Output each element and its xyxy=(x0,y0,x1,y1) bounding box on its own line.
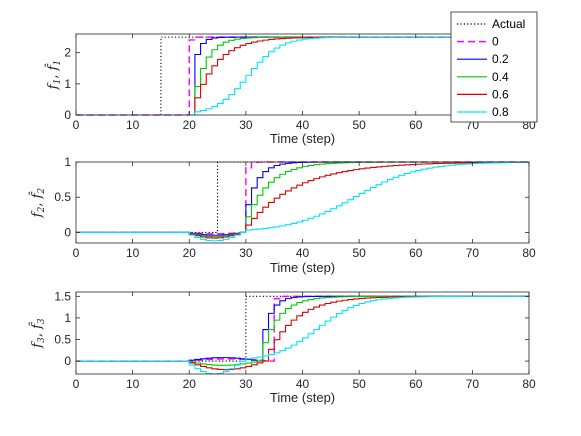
x-tick-label: 10 xyxy=(126,377,140,391)
legend-entry-label: Actual xyxy=(492,17,525,31)
x-tick-label: 20 xyxy=(183,246,197,260)
y-tick-label: 1 xyxy=(64,155,71,169)
y-tick-label: 0 xyxy=(64,108,71,122)
y-tick-label: 1 xyxy=(64,77,71,91)
legend: Actual 0 0.2 0.4 0.6 0.8 xyxy=(450,11,538,123)
x-tick-label: 20 xyxy=(183,118,197,132)
x-tick-label: 30 xyxy=(239,246,253,260)
x-tick-label: 70 xyxy=(466,246,480,260)
x-tick-label: 80 xyxy=(522,246,536,260)
y-axis-label: f1, f̂1 xyxy=(44,60,63,90)
y-tick-label: 1.5 xyxy=(54,289,71,303)
x-tick-label: 40 xyxy=(296,118,310,132)
x-tick-label: 60 xyxy=(409,377,423,391)
y-tick-label: 1 xyxy=(64,311,71,325)
x-tick-label: 10 xyxy=(126,246,140,260)
x-tick-label: 40 xyxy=(296,377,310,391)
plot-area xyxy=(76,162,529,243)
x-axis-label: Time (step) xyxy=(270,131,335,146)
x-tick-label: 70 xyxy=(466,377,480,391)
y-tick-label: 0.5 xyxy=(54,332,71,346)
x-tick-label: 0 xyxy=(73,377,80,391)
legend-entry-label: 0.8 xyxy=(492,105,509,119)
x-tick-label: 60 xyxy=(409,118,423,132)
x-tick-label: 0 xyxy=(73,118,80,132)
legend-entry-label: 0.4 xyxy=(492,70,509,84)
x-tick-label: 60 xyxy=(409,246,423,260)
y-axis-label: f3, f̂3 xyxy=(28,318,47,349)
x-axis-label: Time (step) xyxy=(270,260,335,275)
y-tick-label: 0 xyxy=(64,225,71,239)
legend-entry-label: 0.2 xyxy=(492,52,509,66)
series-line-0-6 xyxy=(76,161,530,239)
x-tick-label: 40 xyxy=(296,246,310,260)
legend-entry-label: 0.6 xyxy=(492,87,509,101)
panel-f3: 0 10 20 30 40 50 60 70 80 0 0.5 1 1.5 Time (step) f3, … xyxy=(28,289,536,405)
x-tick-label: 20 xyxy=(183,377,197,391)
y-axis-label: f2, f̂2 xyxy=(28,188,47,219)
legend-entry-label: 0 xyxy=(492,35,499,49)
x-tick-label: 30 xyxy=(239,377,253,391)
x-tick-label: 50 xyxy=(352,377,366,391)
y-tick-label: 0.5 xyxy=(54,190,71,204)
series-line-0-8 xyxy=(76,161,530,242)
x-tick-label: 30 xyxy=(239,118,253,132)
x-axis-label: Time (step) xyxy=(270,390,335,405)
plot-area xyxy=(76,292,529,374)
x-tick-label: 80 xyxy=(522,377,536,391)
y-tick-label: 2 xyxy=(64,46,71,60)
series-line-0-8 xyxy=(76,36,529,116)
x-tick-label: 10 xyxy=(126,118,140,132)
x-tick-label: 50 xyxy=(352,246,366,260)
panel-f2: 0 10 20 30 40 50 60 70 80 0 0.5 1 Time (step) f2, f̂2 xyxy=(28,155,536,275)
x-tick-label: 50 xyxy=(352,118,366,132)
legend-box xyxy=(450,11,538,123)
x-tick-label: 0 xyxy=(73,246,80,260)
y-tick-label: 0 xyxy=(64,354,71,368)
series-line-0-8 xyxy=(76,295,529,375)
